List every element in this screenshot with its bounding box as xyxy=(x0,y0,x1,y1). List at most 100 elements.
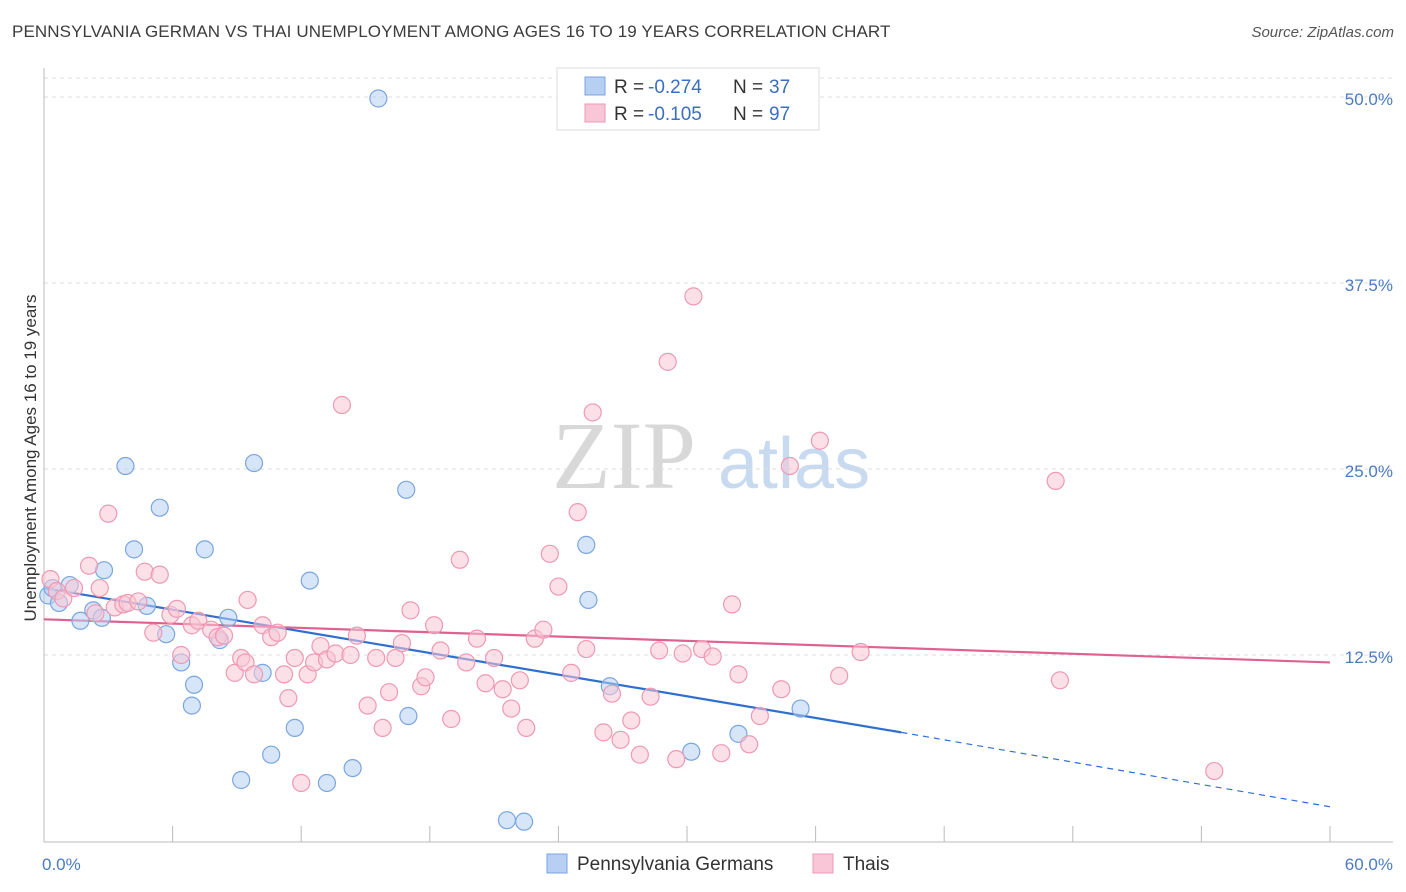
thais-point-61 xyxy=(502,699,521,718)
thais-point-91 xyxy=(780,456,799,476)
thais-point-94 xyxy=(851,642,870,662)
pennsylvania-germans-point-31 xyxy=(577,535,596,554)
legend-r-value-2: -0.105 xyxy=(648,104,702,125)
pennsylvania-germans-point-18 xyxy=(232,770,251,790)
axes: 12.5% 25.0% 37.5% 50.0% xyxy=(43,68,1393,843)
pennsylvania-germans-point-24 xyxy=(317,773,337,793)
chart-title: PENNSYLVANIA GERMAN VS THAI UNEMPLOYMENT… xyxy=(12,22,891,41)
thais-point-19 xyxy=(189,611,208,630)
thais-point-78 xyxy=(650,641,669,660)
pennsylvania-germans-point-25 xyxy=(343,758,362,778)
thais-point-86 xyxy=(722,595,742,614)
thais-point-7 xyxy=(99,504,118,523)
thais-point-67 xyxy=(549,577,568,596)
thais-point-49 xyxy=(401,601,420,620)
pennsylvania-germans-point-28 xyxy=(399,706,418,726)
legend-n-label-1: N = xyxy=(733,77,763,98)
thais-point-69 xyxy=(568,503,587,522)
grid-lines xyxy=(44,77,1393,656)
legend-swatch-thais xyxy=(584,103,606,123)
thais-point-30 xyxy=(268,623,287,642)
thais-point-62 xyxy=(510,671,529,690)
bottom-legend-thais: Thais xyxy=(843,854,889,875)
pennsylvania-germans-point-14 xyxy=(184,675,204,694)
x-tick-label-end: 60.0% xyxy=(1345,855,1393,874)
y-tick-label-2: 37.5% xyxy=(1345,276,1393,295)
thais-point-46 xyxy=(379,683,399,702)
pennsylvania-germans-point-30 xyxy=(515,812,534,831)
source-credit: Source: ZipAtlas.com xyxy=(1251,24,1394,41)
y-tick-label-0: 12.5% xyxy=(1345,648,1393,667)
pennsylvania-germans-point-4 xyxy=(71,611,90,630)
pennsylvania-germans-point-36 xyxy=(791,699,810,718)
pennsylvania-germans-point-34 xyxy=(682,742,701,761)
thais-point-16 xyxy=(167,599,186,618)
thais-point-58 xyxy=(476,674,495,693)
legend-n-value-2: 97 xyxy=(769,104,790,125)
thais-point-26 xyxy=(238,590,257,610)
thais-point-32 xyxy=(279,689,298,708)
thais-point-40 xyxy=(332,395,352,415)
thais-point-3 xyxy=(64,578,84,598)
pennsylvania-germans-point-17 xyxy=(219,608,238,627)
thais-point-33 xyxy=(285,648,304,668)
pennsylvania-germans-point-21 xyxy=(262,745,281,764)
thais-point-55 xyxy=(450,550,469,569)
thais-point-54 xyxy=(442,709,461,729)
thais-point-43 xyxy=(358,696,377,715)
pennsylvania-germans-point-19 xyxy=(244,453,264,473)
thais-point-11 xyxy=(129,592,148,611)
thais-point-60 xyxy=(493,680,512,699)
thais-point-85 xyxy=(712,744,731,763)
thais-point-22 xyxy=(214,626,234,645)
pennsylvania-germans-point-9 xyxy=(124,540,144,559)
thais-point-44 xyxy=(367,648,386,668)
pennsylvania-germans-point-29 xyxy=(497,811,517,830)
x-tick-label-start: 0.0% xyxy=(42,855,81,874)
thais-point-92 xyxy=(810,431,829,450)
watermark-zip: ZIP xyxy=(552,402,696,509)
bottom-legend-swatch-pennsylvania-germans xyxy=(546,853,568,874)
legend-r-value-1: -0.274 xyxy=(648,77,702,98)
thais-point-88 xyxy=(740,735,759,754)
bottom-legend-swatch-thais xyxy=(812,853,834,874)
pennsylvania-germans-point-7 xyxy=(94,561,114,580)
legend-r-label-2: R = xyxy=(614,104,644,125)
thais-point-72 xyxy=(594,723,613,742)
thais-point-4 xyxy=(79,556,99,575)
thais-point-27 xyxy=(244,665,264,684)
thais-point-51 xyxy=(416,668,435,687)
pennsylvania-germans-point-11 xyxy=(150,498,169,517)
thais-point-14 xyxy=(150,565,169,584)
thais-point-17 xyxy=(172,645,191,665)
pennsylvania-germans-point-22 xyxy=(285,718,304,738)
thais-point-80 xyxy=(667,750,686,769)
pennsylvania-germans-point-27 xyxy=(397,480,416,499)
thais-point-73 xyxy=(602,684,622,703)
pennsylvania-germans-point-15 xyxy=(195,540,214,559)
y-tick-label-3: 50.0% xyxy=(1345,90,1393,109)
thais-point-70 xyxy=(577,639,596,659)
thais-point-82 xyxy=(684,287,703,306)
pennsylvania-germans-trend-extension xyxy=(901,731,1331,808)
thais-point-93 xyxy=(830,666,849,685)
top-legend: R = -0.274 N = 37 R = -0.105 N = 97 xyxy=(556,67,820,131)
thais-point-41 xyxy=(341,645,360,665)
thais-point-63 xyxy=(517,718,536,738)
thais-point-42 xyxy=(347,626,367,645)
thais-point-68 xyxy=(562,663,581,682)
thais-point-96 xyxy=(1050,671,1070,690)
legend-n-value-1: 37 xyxy=(769,77,790,98)
thais-point-12 xyxy=(135,562,154,581)
thais-point-95 xyxy=(1046,471,1065,491)
data-points xyxy=(39,89,1224,831)
pennsylvania-germans-point-26 xyxy=(369,89,388,108)
thais-point-13 xyxy=(144,623,163,642)
thais-point-48 xyxy=(392,633,412,653)
thais-point-53 xyxy=(431,641,450,660)
thais-point-89 xyxy=(750,706,769,726)
thais-point-56 xyxy=(457,653,476,672)
thais-point-97 xyxy=(1205,761,1224,781)
thais-point-81 xyxy=(673,644,692,663)
